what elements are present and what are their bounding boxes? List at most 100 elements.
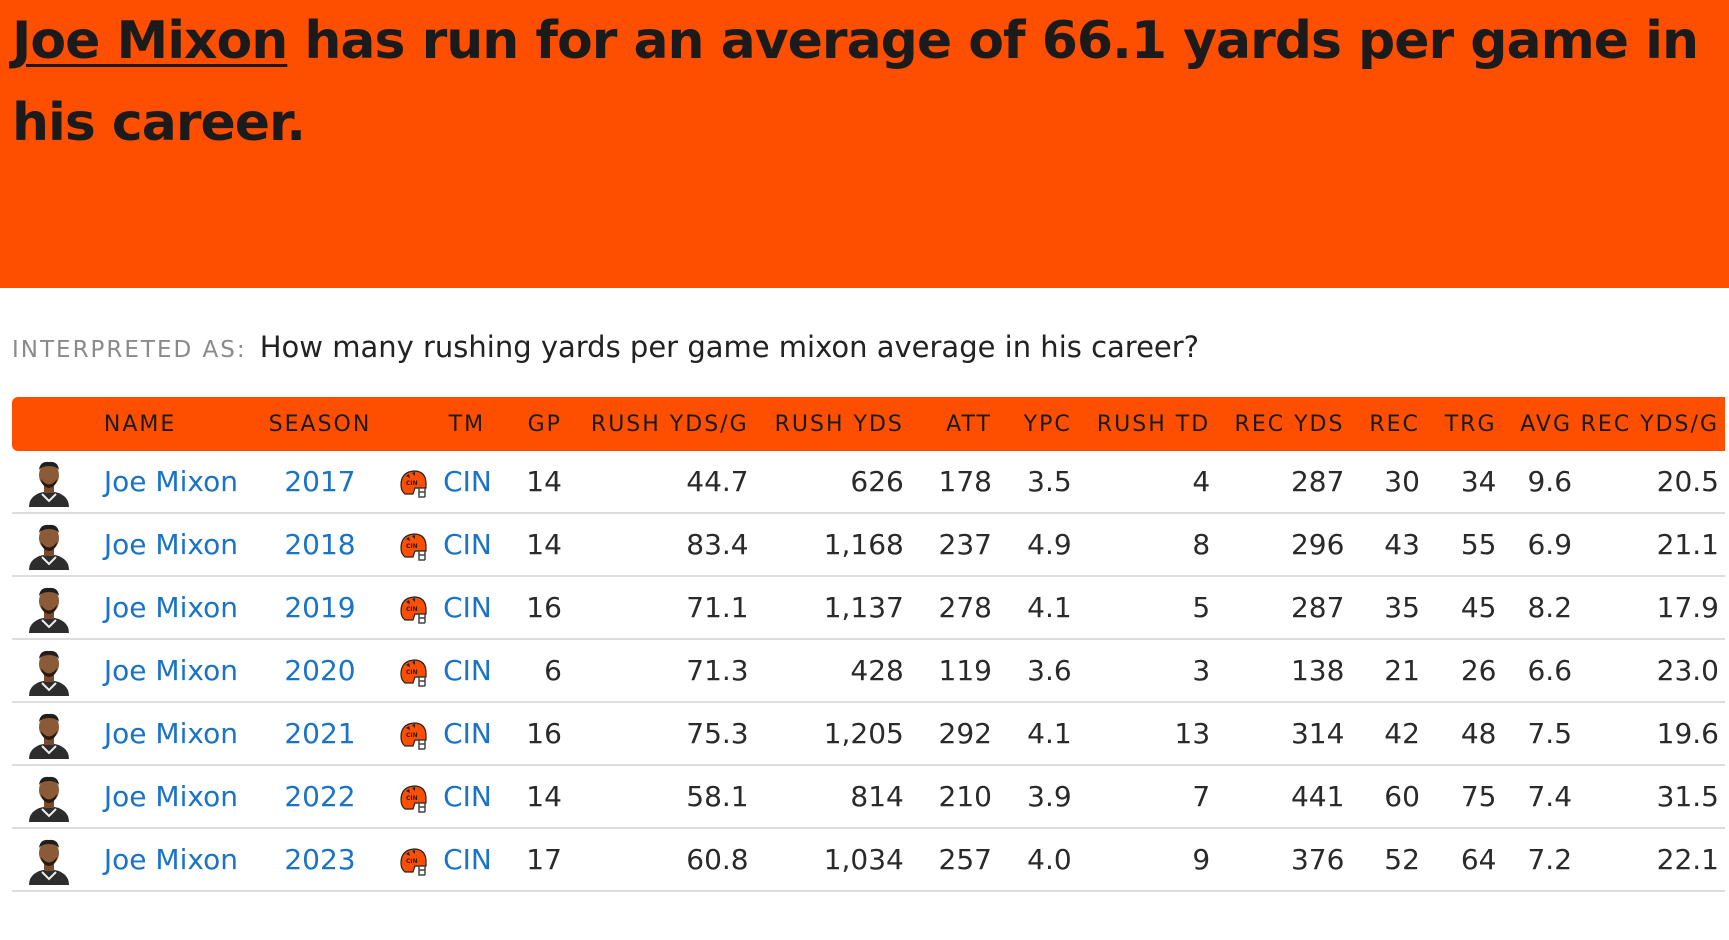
cell-avg: 7.4 (1502, 765, 1579, 829)
column-header-season[interactable]: SEASON (268, 411, 372, 437)
avatar-cell (12, 513, 96, 577)
season-link[interactable]: 2017 (257, 451, 389, 514)
player-link[interactable]: Joe Mixon (12, 11, 288, 71)
svg-text:CIN: CIN (406, 732, 418, 739)
cell-trg: 75 (1425, 765, 1503, 829)
cell-rec: 35 (1350, 576, 1426, 640)
cell-rec-ypg: 17.9 (1578, 576, 1725, 640)
cell-avg: 7.2 (1502, 828, 1579, 892)
cell-rec-yds: 441 (1216, 765, 1351, 829)
svg-text:CIN: CIN (406, 606, 418, 613)
table-header-row: NAME SEASON TM GP RUSH YDS/G RUSH YDS ATT YPC RU… (12, 397, 1725, 451)
player-name-link[interactable]: Joe Mixon (95, 765, 258, 829)
season-link[interactable]: 2021 (257, 702, 389, 766)
cell-rec: 52 (1350, 828, 1426, 892)
cell-rec: 42 (1350, 702, 1426, 766)
column-header-avg[interactable]: AVG (1520, 411, 1573, 437)
cell-avg: 7.5 (1502, 702, 1579, 766)
cell-rec-ypg: 31.5 (1578, 765, 1725, 829)
team-link[interactable]: CIN (443, 639, 497, 703)
cell-rec-ypg: 20.5 (1578, 451, 1725, 514)
column-header-gp[interactable]: GP (527, 411, 562, 437)
cell-trg: 64 (1425, 828, 1503, 892)
avatar-cell (12, 828, 96, 892)
cell-avg: 6.9 (1502, 513, 1579, 577)
cell-rush-yds: 1,137 (754, 576, 910, 640)
team-logo-cell: CIN (388, 639, 444, 703)
cell-avg: 8.2 (1502, 576, 1579, 640)
cell-gp: 16 (496, 576, 568, 640)
team-helmet-icon: CIN (397, 593, 429, 625)
table-row: Joe Mixon 2018 CIN CIN 14 83.4 1,168 237 4.9 8 296… (12, 513, 1725, 577)
svg-text:CIN: CIN (406, 480, 418, 487)
cell-rush-ypg: 71.1 (567, 576, 755, 640)
player-name-link[interactable]: Joe Mixon (95, 702, 258, 766)
cell-att: 178 (909, 451, 998, 514)
column-header-rec[interactable]: REC (1369, 411, 1420, 437)
cell-ypc: 4.1 (997, 702, 1078, 766)
column-header-rush-yds[interactable]: RUSH YDS (774, 411, 904, 437)
player-avatar (26, 646, 72, 696)
cell-gp: 14 (496, 451, 568, 514)
season-link[interactable]: 2022 (257, 765, 389, 829)
column-header-avatar-col (12, 397, 96, 451)
season-link[interactable]: 2020 (257, 639, 389, 703)
svg-text:CIN: CIN (406, 858, 418, 865)
cell-rush-ypg: 58.1 (567, 765, 755, 829)
cell-gp: 16 (496, 702, 568, 766)
team-link[interactable]: CIN (443, 765, 497, 829)
cell-ypc: 4.9 (997, 513, 1078, 577)
player-avatar (26, 835, 72, 885)
player-name-link[interactable]: Joe Mixon (95, 513, 258, 577)
team-link[interactable]: CIN (443, 576, 497, 640)
season-link[interactable]: 2023 (257, 828, 389, 892)
headline: Joe Mixon has run for an average of 66.1… (12, 0, 1712, 164)
cell-avg: 6.6 (1502, 639, 1579, 703)
column-header-rec-yds[interactable]: REC YDS (1234, 411, 1345, 437)
cell-rush-td: 7 (1077, 765, 1217, 829)
column-header-rush-td[interactable]: RUSH TD (1096, 411, 1211, 437)
player-name-link[interactable]: Joe Mixon (95, 639, 258, 703)
team-link[interactable]: CIN (443, 702, 497, 766)
cell-trg: 26 (1425, 639, 1503, 703)
cell-rec-yds: 287 (1216, 451, 1351, 514)
player-name-link[interactable]: Joe Mixon (95, 576, 258, 640)
column-header-att[interactable]: ATT (946, 411, 992, 437)
column-header-trg[interactable]: TRG (1444, 411, 1497, 437)
cell-rush-td: 8 (1077, 513, 1217, 577)
cell-rush-td: 5 (1077, 576, 1217, 640)
cell-gp: 14 (496, 765, 568, 829)
cell-ypc: 4.1 (997, 576, 1078, 640)
team-link[interactable]: CIN (443, 451, 497, 514)
player-name-link[interactable]: Joe Mixon (95, 451, 258, 514)
cell-rec-yds: 296 (1216, 513, 1351, 577)
table-row: Joe Mixon 2022 CIN CIN 14 58.1 814 210 3.9 7 441 60… (12, 765, 1725, 829)
team-logo-cell: CIN (388, 702, 444, 766)
column-header-tm[interactable]: TM (448, 411, 486, 437)
cell-rec: 21 (1350, 639, 1426, 703)
cell-rec-ypg: 19.6 (1578, 702, 1725, 766)
cell-att: 278 (909, 576, 998, 640)
player-name-link[interactable]: Joe Mixon (95, 828, 258, 892)
cell-rush-yds: 1,034 (754, 828, 910, 892)
cell-rush-yds: 814 (754, 765, 910, 829)
table-row: Joe Mixon 2020 CIN CIN 6 71.3 428 119 3.6 3 138 21 2… (12, 639, 1725, 703)
column-header-rush-yds-g[interactable]: RUSH YDS/G (590, 411, 749, 437)
column-header-ypc[interactable]: YPC (1023, 411, 1072, 437)
team-link[interactable]: CIN (443, 828, 497, 892)
cell-ypc: 3.5 (997, 451, 1078, 514)
cell-ypc: 3.6 (997, 639, 1078, 703)
season-link[interactable]: 2019 (257, 576, 389, 640)
cell-rush-ypg: 44.7 (567, 451, 755, 514)
cell-trg: 48 (1425, 702, 1503, 766)
season-link[interactable]: 2018 (257, 513, 389, 577)
avatar-cell (12, 576, 96, 640)
headline-text: has run for an average of 66.1 yards per… (12, 11, 1699, 153)
table-body: Joe Mixon 2017 CIN CIN 14 44.7 626 178 3.5 4 287 30… (12, 451, 1725, 892)
player-avatar (26, 709, 72, 759)
column-header-rec-yds-g[interactable]: REC YDS/G (1580, 411, 1719, 437)
cell-trg: 34 (1425, 451, 1503, 514)
column-header-name[interactable]: NAME (103, 411, 177, 437)
team-logo-cell: CIN (388, 765, 444, 829)
team-link[interactable]: CIN (443, 513, 497, 577)
